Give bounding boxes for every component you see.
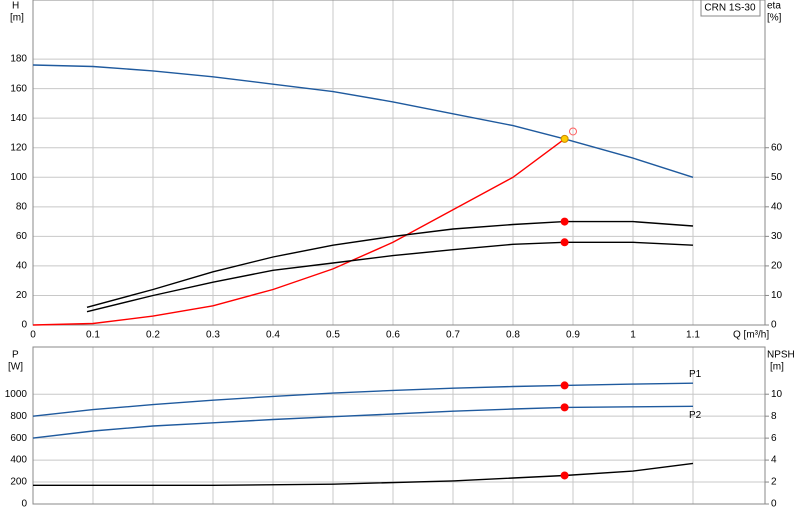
curve (33, 462, 694, 486)
y-tick-label: 800 (10, 411, 27, 422)
operating-point (560, 217, 569, 226)
operating-point (560, 471, 569, 480)
y-label: H (12, 1, 19, 12)
x-tick-label: 0.5 (326, 330, 340, 341)
operating-point (560, 134, 569, 143)
y2-tick-label: 0 (771, 499, 777, 510)
legend-box (700, 0, 761, 17)
y2-tick-label: 0 (771, 320, 777, 331)
y-tick-label: 400 (10, 455, 27, 466)
y2-tick-label: 8 (771, 411, 777, 422)
x-tick-label: 1.1 (686, 330, 700, 341)
y2-label: eta (767, 1, 781, 12)
y2-tick-label: 40 (771, 201, 783, 212)
curve (86, 220, 694, 308)
x-tick-label: 0.2 (146, 330, 160, 341)
series-label: P2 (689, 410, 702, 421)
operating-point (560, 381, 569, 390)
y-label: P (12, 350, 19, 361)
chart-title: CRN 1S-30 (704, 3, 756, 14)
y-tick-label: 20 (16, 290, 28, 301)
operating-point (560, 238, 569, 247)
y-unit: [m] (10, 13, 24, 24)
y-tick-label: 0 (21, 499, 27, 510)
y2-tick-label: 30 (771, 231, 783, 242)
x-tick-label: 0.6 (386, 330, 400, 341)
curve (32, 382, 694, 417)
y-tick-label: 200 (10, 477, 27, 488)
curve (32, 138, 566, 326)
plot-frame-top (32, 0, 766, 326)
y-tick-label: 600 (10, 433, 27, 444)
y-tick-label: 100 (10, 172, 27, 183)
operating-point (569, 127, 577, 136)
x-tick-label: 0 (30, 330, 36, 341)
y-unit: [W] (8, 362, 23, 373)
curve (86, 241, 694, 313)
y2-tick-label: 2 (771, 477, 777, 488)
y2-unit: [%] (767, 13, 782, 24)
x-tick-label: 0.4 (266, 330, 280, 341)
x-tick-label: 0.8 (506, 330, 520, 341)
plot-frame-bottom (32, 346, 766, 505)
y2-tick-label: 10 (771, 290, 783, 301)
y2-tick-label: 60 (771, 142, 783, 153)
y-tick-label: 80 (16, 201, 28, 212)
curve (32, 405, 694, 439)
y-tick-label: 40 (16, 261, 28, 272)
y-tick-label: 1000 (5, 389, 28, 400)
operating-point (560, 403, 569, 412)
curve (32, 64, 694, 178)
y-tick-label: 180 (10, 54, 27, 65)
y2-tick-label: 4 (771, 455, 777, 466)
y2-label: NPSH (767, 350, 795, 361)
x-label: Q [m³/h] (733, 330, 769, 341)
x-tick-label: 1 (630, 330, 636, 341)
y-tick-label: 120 (10, 142, 27, 153)
y2-tick-label: 20 (771, 261, 783, 272)
x-tick-label: 0.9 (566, 330, 580, 341)
y-tick-label: 140 (10, 113, 27, 124)
x-tick-label: 0.3 (206, 330, 220, 341)
series-label: P1 (689, 369, 702, 380)
x-tick-label: 0.7 (446, 330, 460, 341)
y-tick-label: 0 (21, 320, 27, 331)
y-tick-label: 160 (10, 83, 27, 94)
y2-tick-label: 50 (771, 172, 783, 183)
x-tick-label: 0.1 (86, 330, 100, 341)
y2-unit: [m] (770, 362, 784, 373)
y2-tick-label: 10 (771, 389, 783, 400)
y-tick-label: 60 (16, 231, 28, 242)
y2-tick-label: 6 (771, 433, 777, 444)
